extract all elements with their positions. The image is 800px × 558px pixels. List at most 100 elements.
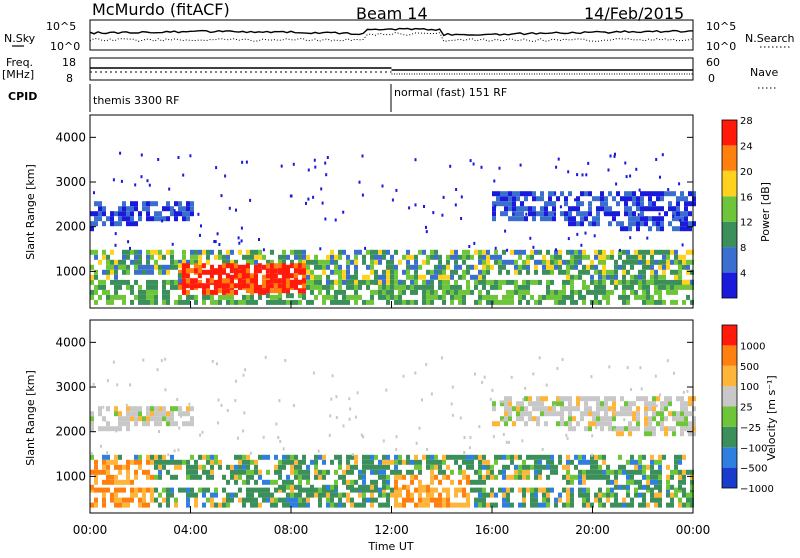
heatmap-cell bbox=[94, 249, 98, 255]
heatmap-cell bbox=[506, 474, 510, 480]
heatmap-cell bbox=[612, 416, 616, 422]
heatmap-cell bbox=[600, 416, 604, 422]
heatmap-cell bbox=[670, 492, 674, 498]
heatmap-cell bbox=[494, 454, 498, 460]
heatmap-cell bbox=[442, 497, 446, 503]
scatter-cell bbox=[168, 187, 171, 191]
heatmap-cell bbox=[106, 274, 110, 280]
heatmap-cell bbox=[618, 454, 622, 460]
heatmap-cell bbox=[628, 406, 632, 412]
scatter-cell bbox=[524, 386, 527, 390]
heatmap-cell bbox=[258, 502, 262, 508]
heatmap-cell bbox=[250, 492, 254, 498]
scatter-cell bbox=[454, 203, 457, 207]
scatter-cell bbox=[335, 395, 338, 399]
heatmap-cell bbox=[506, 279, 510, 285]
heatmap-cell bbox=[678, 487, 682, 493]
heatmap-cell bbox=[366, 264, 370, 270]
heatmap-cell bbox=[500, 191, 504, 197]
scatter-cell bbox=[529, 236, 532, 240]
heatmap-cell bbox=[490, 502, 494, 508]
heatmap-cell bbox=[470, 479, 474, 485]
heatmap-cell bbox=[110, 426, 114, 432]
heatmap-cell bbox=[676, 196, 680, 202]
heatmap-cell bbox=[350, 294, 354, 300]
heatmap-cell bbox=[354, 254, 358, 260]
heatmap-cell bbox=[410, 479, 414, 485]
heatmap-cell bbox=[528, 401, 532, 407]
scatter-cell bbox=[381, 184, 384, 188]
heatmap-cell bbox=[226, 254, 230, 260]
heatmap-cell bbox=[518, 284, 522, 290]
heatmap-cell bbox=[314, 274, 318, 280]
heatmap-cell bbox=[558, 269, 562, 275]
heatmap-cell bbox=[281, 288, 286, 294]
heatmap-cell bbox=[98, 206, 102, 212]
scatter-cell bbox=[226, 409, 229, 412]
heatmap-cell bbox=[692, 396, 696, 402]
heatmap-cell bbox=[642, 474, 646, 480]
heatmap-cell bbox=[181, 278, 186, 284]
heatmap-cell bbox=[406, 469, 410, 475]
heatmap-cell bbox=[644, 426, 648, 432]
heatmap-cell bbox=[568, 411, 572, 417]
heatmap-cell bbox=[134, 492, 138, 498]
heatmap-cell bbox=[302, 454, 306, 460]
heatmap-cell bbox=[138, 284, 142, 290]
heatmap-cell bbox=[622, 264, 626, 270]
y-tick-label: 4000 bbox=[55, 130, 86, 144]
heatmap-cell bbox=[422, 284, 426, 290]
heatmap-cell bbox=[298, 474, 302, 480]
scatter-cell bbox=[639, 366, 642, 370]
heatmap-cell bbox=[278, 464, 282, 470]
heatmap-cell bbox=[146, 299, 150, 305]
heatmap-cell bbox=[522, 497, 526, 503]
heatmap-cell bbox=[253, 288, 258, 294]
heatmap-cell bbox=[580, 216, 584, 222]
heatmap-cell bbox=[186, 487, 190, 493]
heatmap-cell bbox=[354, 459, 358, 465]
heatmap-cell bbox=[346, 264, 350, 270]
heatmap-cell bbox=[398, 294, 402, 300]
heatmap-cell bbox=[334, 259, 338, 265]
heatmap-cell bbox=[150, 279, 154, 285]
heatmap-cell bbox=[446, 254, 450, 260]
scatter-cell bbox=[156, 368, 159, 372]
heatmap-cell bbox=[338, 274, 342, 280]
scatter-cell bbox=[307, 197, 310, 201]
heatmap-cell bbox=[672, 191, 676, 197]
heatmap-cell bbox=[684, 406, 688, 412]
heatmap-cell bbox=[634, 254, 638, 260]
heatmap-cell bbox=[146, 421, 150, 427]
heatmap-cell bbox=[118, 416, 122, 422]
heatmap-cell bbox=[566, 487, 570, 493]
heatmap-cell bbox=[258, 469, 262, 475]
heatmap-cell bbox=[214, 279, 218, 285]
heatmap-cell bbox=[532, 406, 536, 412]
heatmap-cell bbox=[134, 249, 138, 255]
heatmap-cell bbox=[166, 459, 170, 465]
heatmap-cell bbox=[186, 299, 190, 305]
heatmap-cell bbox=[314, 259, 318, 265]
heatmap-cell bbox=[658, 484, 662, 490]
colorbar-segment bbox=[722, 120, 737, 146]
heatmap-cell bbox=[674, 254, 678, 260]
heatmap-cell bbox=[568, 396, 572, 402]
heatmap-cell bbox=[454, 284, 458, 290]
heatmap-cell bbox=[301, 263, 306, 269]
heatmap-cell bbox=[562, 299, 566, 305]
heatmap-cell bbox=[126, 474, 130, 480]
heatmap-cell bbox=[470, 254, 474, 260]
heatmap-cell bbox=[594, 497, 598, 503]
heatmap-cell bbox=[162, 454, 166, 460]
heatmap-cell bbox=[430, 279, 434, 285]
heatmap-cell bbox=[680, 416, 684, 422]
heatmap-cell bbox=[568, 216, 572, 222]
heatmap-cell bbox=[520, 416, 524, 422]
heatmap-cell bbox=[634, 274, 638, 280]
heatmap-cell bbox=[618, 294, 622, 300]
heatmap-cell bbox=[506, 294, 510, 300]
heatmap-cell bbox=[582, 469, 586, 475]
heatmap-cell bbox=[370, 289, 374, 295]
noise-right-label: N.Search bbox=[745, 32, 795, 45]
